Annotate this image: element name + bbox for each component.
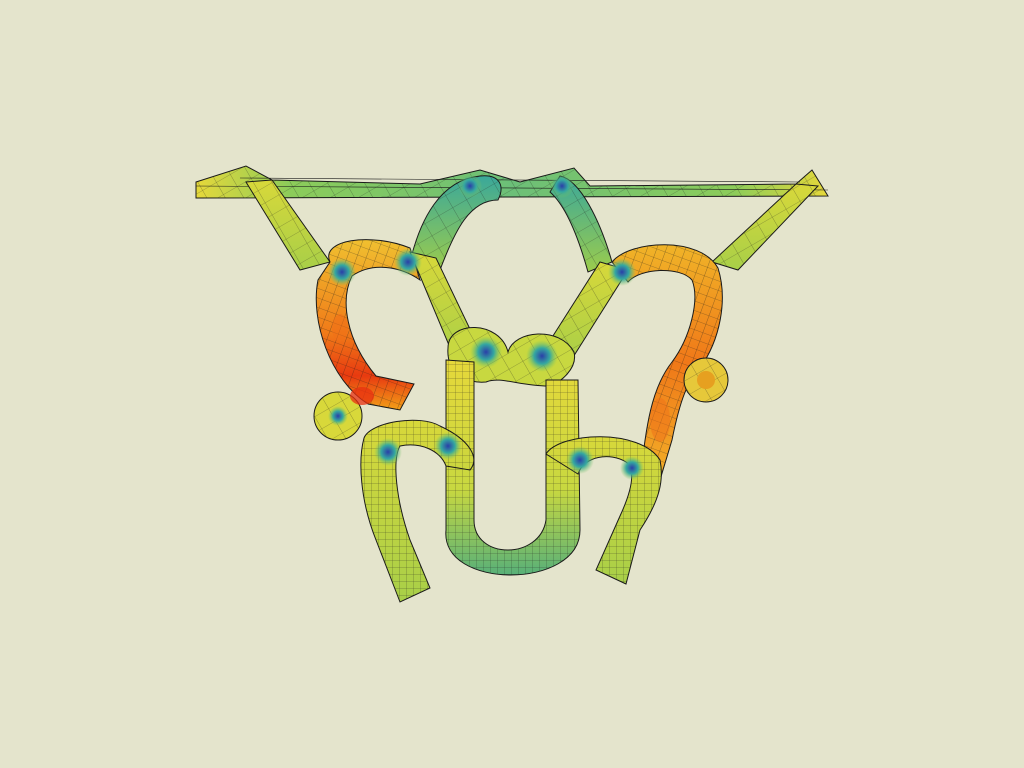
stress-peak	[332, 314, 670, 442]
contact-nodes	[328, 174, 644, 480]
right-leg	[711, 183, 820, 271]
right-ring	[683, 357, 729, 403]
top-bar	[195, 165, 829, 199]
left-ring	[313, 391, 363, 441]
u-loop	[445, 359, 581, 576]
upper-arch-left	[409, 175, 502, 271]
